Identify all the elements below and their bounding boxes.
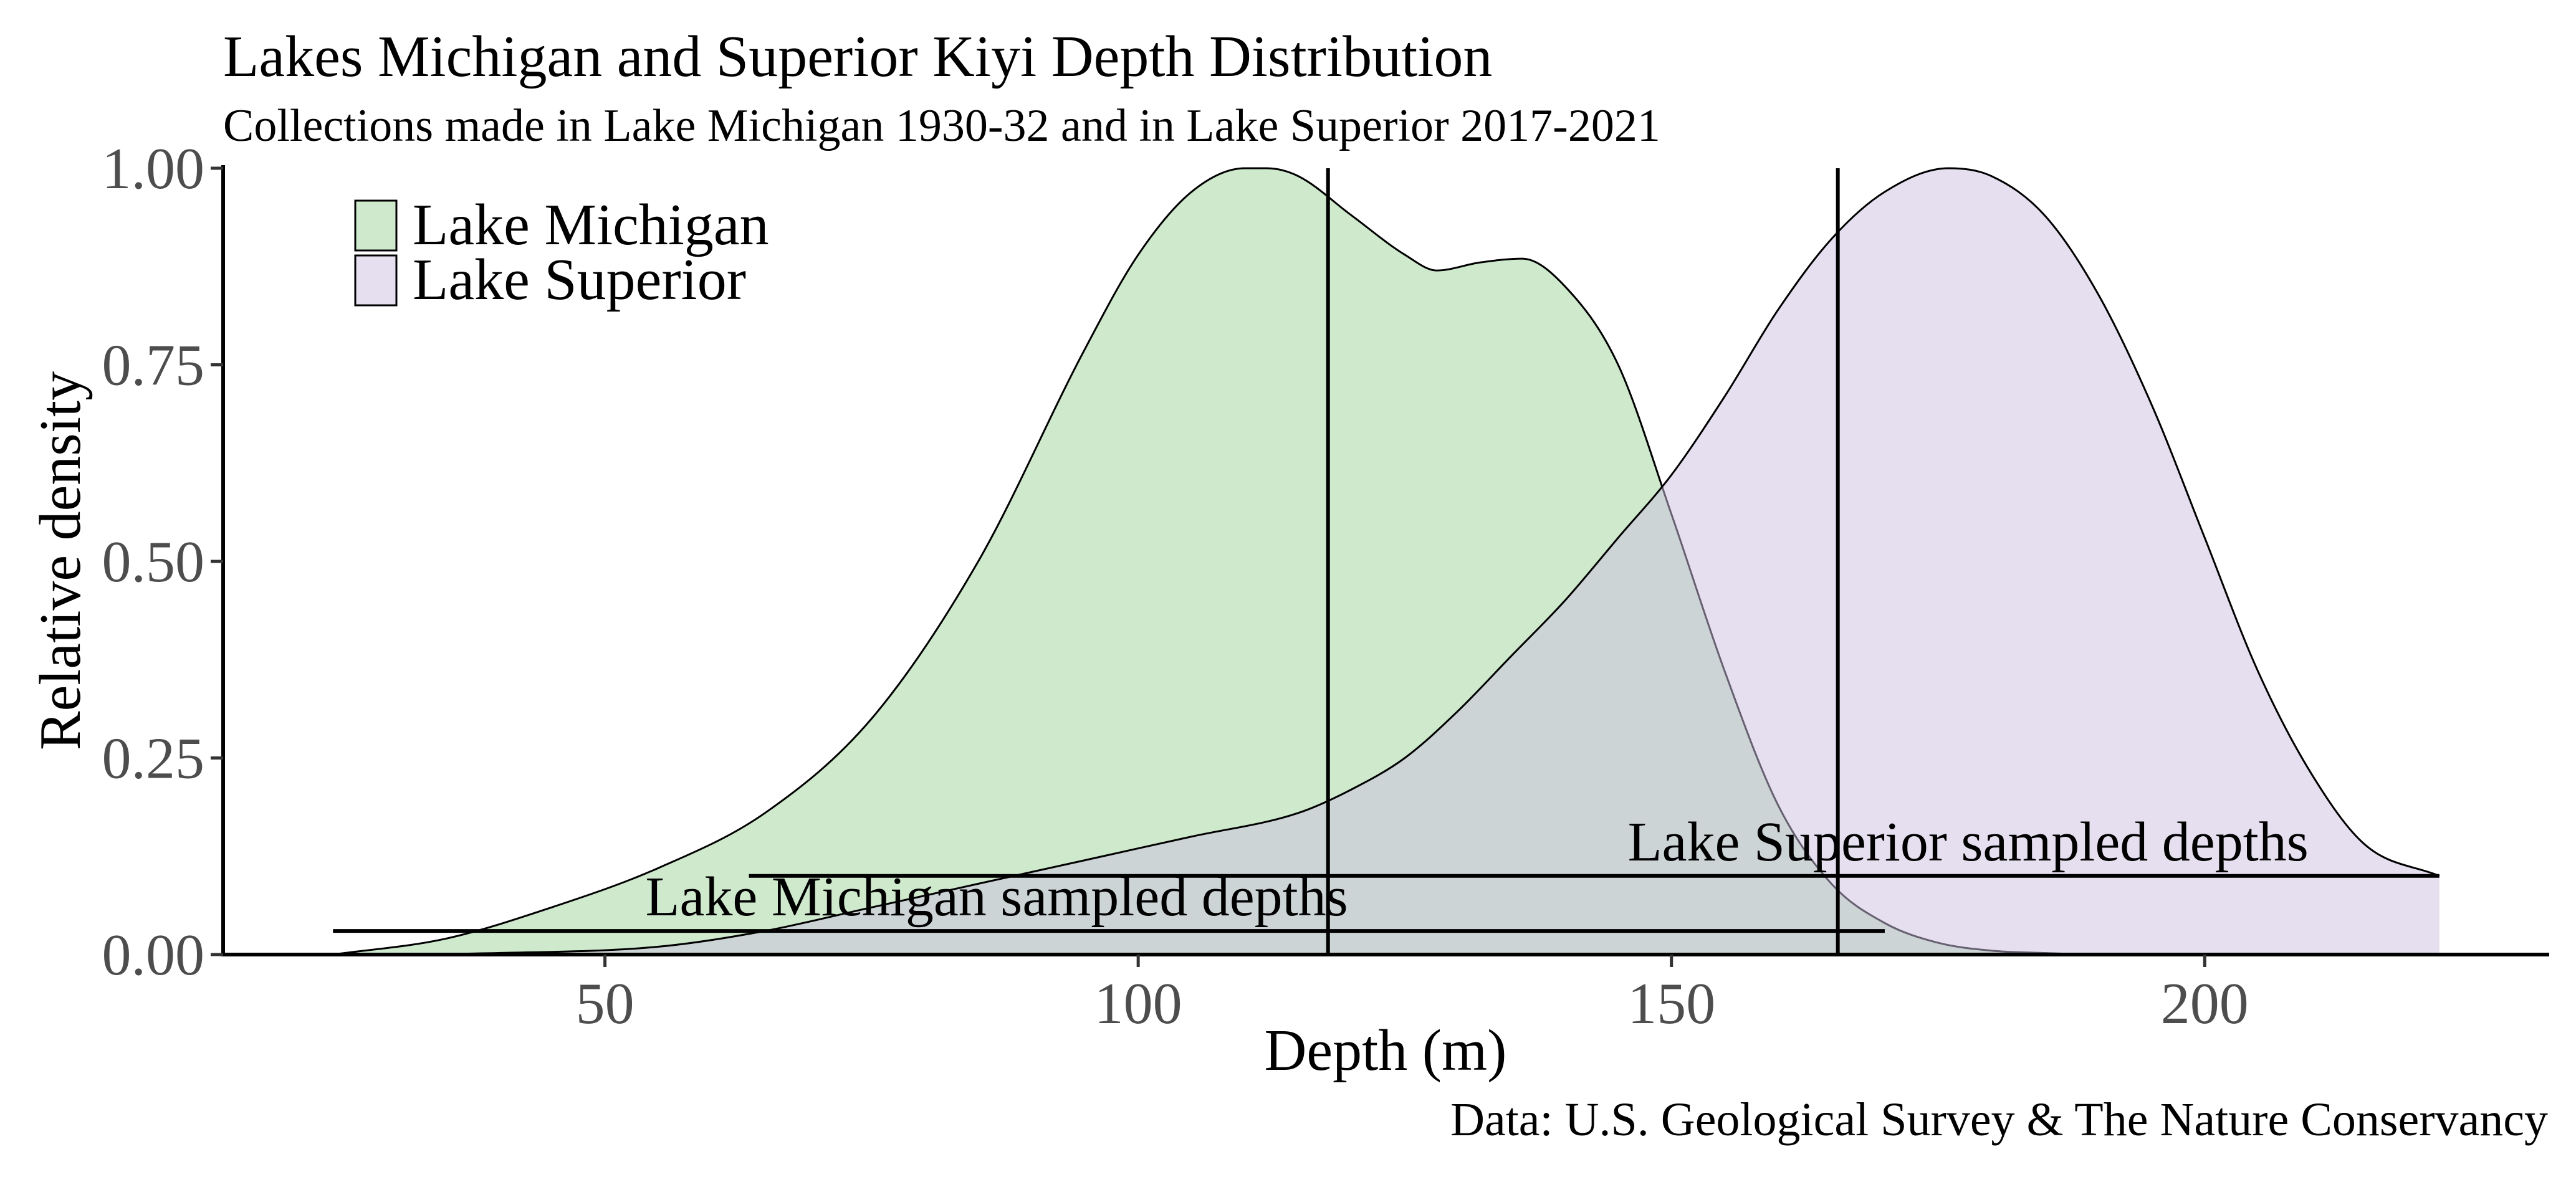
x-tick-label-100: 100: [1094, 971, 1182, 1036]
y-tick-label-1: 0.25: [102, 727, 205, 791]
x-tick-label-150: 150: [1627, 971, 1715, 1036]
legend-swatch-lake-michigan: [354, 199, 398, 252]
legend-swatch-lake-superior: [354, 254, 398, 307]
y-axis-label: Relative density: [28, 371, 93, 750]
x-tick-label-50: 50: [576, 971, 634, 1036]
density-line-lake-superior: [333, 167, 2440, 956]
y-tick-label-0: 0.00: [102, 923, 205, 988]
chart-caption: Data: U.S. Geological Survey & The Natur…: [1450, 1094, 2548, 1146]
y-tick-label-2: 0.50: [102, 530, 205, 594]
range-bar-label-lake-superior: Lake Superior sampled depths: [1628, 811, 2309, 873]
chart-subtitle: Collections made in Lake Michigan 1930-3…: [223, 100, 1660, 151]
x-tick-label-200: 200: [2161, 971, 2249, 1036]
y-tick-label-3: 0.75: [102, 333, 205, 398]
legend-label-lake-michigan: Lake Michigan: [413, 193, 769, 257]
density-area-lake-superior: [333, 168, 2440, 955]
x-axis-label: Depth (m): [1265, 1018, 1507, 1083]
chart-title: Lakes Michigan and Superior Kiyi Depth D…: [223, 24, 1492, 89]
y-tick-label-4: 1.00: [102, 136, 205, 201]
legend-label-lake-superior: Lake Superior: [413, 247, 746, 312]
